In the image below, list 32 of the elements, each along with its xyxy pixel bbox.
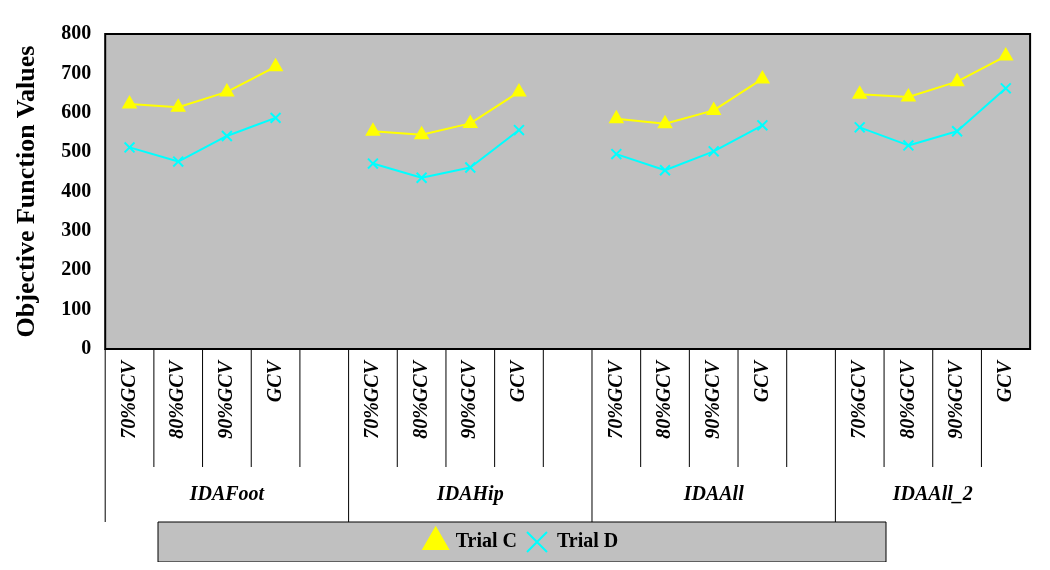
x-tick-label: 80%GCV: [408, 359, 431, 439]
y-tick-label: 700: [61, 60, 92, 83]
x-tick-label: 90%GCV: [457, 359, 480, 439]
y-tick-label: 100: [61, 296, 92, 319]
x-tick-label: GCV: [749, 359, 772, 403]
y-tick-label: 600: [61, 99, 92, 122]
y-tick-label: 200: [61, 257, 92, 280]
x-tick-label: 70%GCV: [846, 359, 869, 439]
y-tick-label: 500: [61, 139, 92, 162]
legend-label: Trial C: [455, 529, 518, 552]
y-tick-label: 300: [61, 218, 92, 241]
y-tick-label: 800: [61, 21, 92, 44]
x-tick-label: 90%GCV: [700, 359, 723, 439]
text: IDAFoot: [188, 481, 266, 504]
text: IDAAll: [682, 481, 745, 504]
x-tick-label: 80%GCV: [652, 359, 675, 439]
x-tick-label: 90%GCV: [944, 359, 967, 439]
x-tick-label: GCV: [992, 359, 1015, 403]
text: IDAAll_2: [891, 481, 973, 504]
y-axis-title: Objective Function Values: [11, 45, 41, 338]
x-tick-label: 90%GCV: [214, 359, 237, 439]
x-tick-label: 80%GCV: [165, 359, 188, 439]
y-tick-label: 400: [61, 178, 92, 201]
y-tick-label: 0: [81, 336, 92, 359]
x-tick-label: GCV: [506, 359, 529, 403]
x-tick-label: 80%GCV: [895, 359, 918, 439]
x-tick-label: 70%GCV: [360, 359, 383, 439]
text: IDAHip: [435, 481, 504, 505]
x-tick-label: 70%GCV: [603, 359, 626, 439]
legend-label: Trial D: [557, 529, 619, 552]
x-tick-label: GCV: [262, 359, 285, 403]
x-tick-label: 70%GCV: [116, 359, 139, 439]
